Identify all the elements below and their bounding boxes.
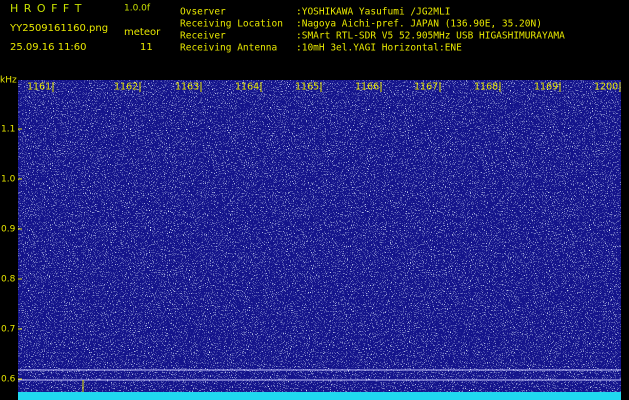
- info-value: :10mH 3el.YAGI Horizontal:ENE: [296, 43, 462, 54]
- x-tick-label: 1166: [355, 82, 379, 93]
- x-tick-label: 1161: [27, 82, 51, 93]
- x-tick-label: 1164: [235, 82, 259, 93]
- info-value: :YOSHIKAWA Yasufumi /JG2MLI: [296, 7, 450, 18]
- app-name: H R O F F T: [10, 2, 82, 15]
- file-name: YY2509161160.png: [9, 23, 108, 34]
- signal-band: [18, 392, 621, 400]
- x-tick-label: 1162: [114, 82, 138, 93]
- count: 11: [140, 42, 153, 53]
- datetime: 25.09.16 11:60: [10, 42, 87, 53]
- mode: meteor: [124, 27, 161, 38]
- version: 1.0.0f: [124, 4, 151, 14]
- y-tick-label: 0.7: [1, 325, 15, 335]
- x-tick-label: 1168: [474, 82, 498, 93]
- unit: kHz: [0, 76, 17, 86]
- x-tick-label: 1200: [594, 82, 618, 93]
- info-value: :SMArt RTL-SDR V5 52.905MHz USB HIGASHIM…: [296, 31, 565, 42]
- y-tick-label: 1.1: [1, 125, 15, 135]
- info-label: Ovserver: [180, 7, 226, 18]
- info-label: Receiver: [180, 31, 226, 42]
- x-tick-label: 1165: [295, 82, 319, 93]
- x-tick-label: 1169: [534, 82, 558, 93]
- info-value: :Nagoya Aichi-pref. JAPAN (136.90E, 35.2…: [296, 19, 542, 30]
- y-tick-label: 1.0: [1, 175, 16, 185]
- x-tick-label: 1167: [414, 82, 438, 93]
- x-tick-label: 1163: [175, 82, 199, 93]
- info-label: Receiving Antenna: [180, 43, 277, 54]
- y-tick-label: 0.6: [1, 375, 16, 385]
- y-tick-label: 0.8: [1, 275, 16, 285]
- y-tick-label: 0.9: [1, 225, 16, 235]
- info-label: Receiving Location: [180, 19, 283, 30]
- noise: [18, 80, 621, 392]
